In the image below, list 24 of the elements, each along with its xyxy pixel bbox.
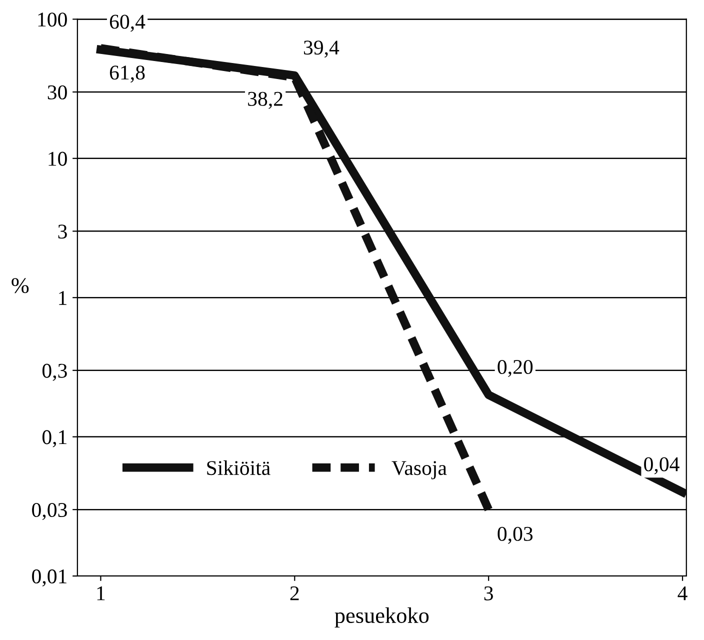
x-axis-title: pesuekoko <box>334 607 429 628</box>
x-tick-label: 2 <box>290 586 299 600</box>
y-tick-label: 10 <box>48 152 67 166</box>
y-axis-title: % <box>12 278 29 294</box>
legend-label: Sikiöitä <box>207 460 270 476</box>
x-tick-label: 4 <box>678 586 688 600</box>
y-tick-label: 3 <box>58 224 67 239</box>
data-label: 0,03 <box>498 526 533 544</box>
x-tick-label: 1 <box>97 586 105 600</box>
data-label: 0,20 <box>498 360 533 377</box>
y-tick-label: 0,03 <box>32 502 67 520</box>
y-tick-label: 0,1 <box>42 430 66 448</box>
data-label: 0,04 <box>644 457 680 474</box>
y-tick-label: 100 <box>38 12 67 27</box>
data-label: 38,2 <box>248 92 282 109</box>
data-label: 60,4 <box>110 14 146 32</box>
data-label: 61,8 <box>110 66 145 83</box>
y-tick-label: 0,01 <box>32 569 66 586</box>
x-tick-label: 3 <box>484 586 493 600</box>
legend-label: Vasoja <box>392 461 447 480</box>
y-tick-label: 1 <box>59 291 66 305</box>
y-tick-label: 30 <box>48 85 67 100</box>
data-label: 39,4 <box>304 40 340 58</box>
y-tick-label: 0,3 <box>42 364 67 381</box>
